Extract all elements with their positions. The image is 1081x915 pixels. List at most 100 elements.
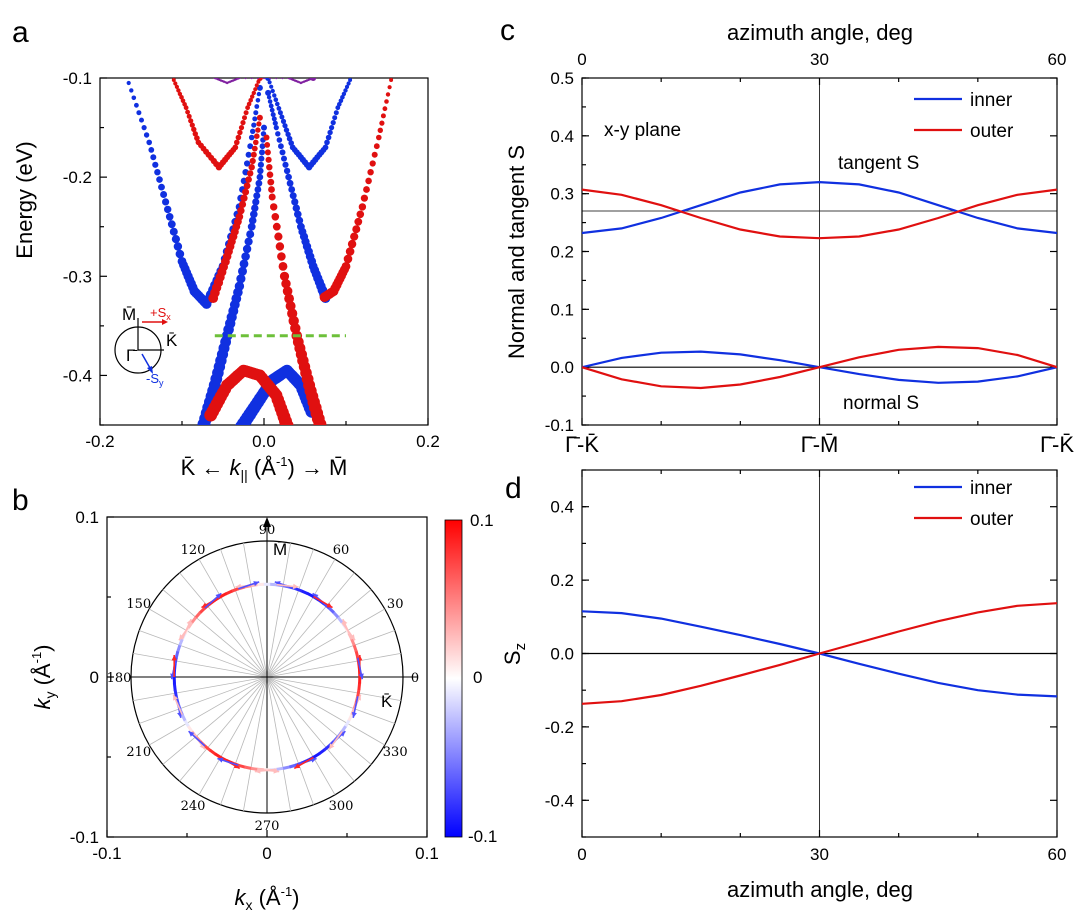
band-point-s4: [244, 237, 253, 246]
colorbar-max: 0.1: [470, 511, 494, 530]
band-point-s6: [240, 120, 246, 126]
spin-arrowhead: [294, 763, 301, 769]
band-point-s1: [247, 143, 254, 150]
band-point-s4: [247, 222, 256, 231]
band-point-s0: [146, 139, 152, 146]
panel-b-xlabel: kx (Å-1): [234, 884, 299, 913]
polar-spoke: [266, 676, 385, 746]
band-point-s6: [173, 81, 178, 86]
inset-sy-arrowhead: [147, 366, 153, 374]
band-point-s2: [325, 134, 332, 141]
spin-arrowhead: [233, 763, 240, 769]
band-point-s11: [275, 78, 278, 80]
panel-d-chart: 0.4 0.2 0.0 -0.2 -0.4 0 30 60 azimuth angle, de…: [500, 469, 1066, 902]
band-point-s2: [286, 135, 293, 142]
band-point-s9: [253, 133, 260, 139]
spin-arrowhead: [179, 634, 185, 641]
contour-segment: [178, 638, 184, 647]
polar-spoke: [220, 676, 268, 805]
band-point-s10: [274, 232, 283, 241]
band-point-s0: [148, 147, 155, 153]
band-point-s10: [268, 193, 276, 201]
band-point-s6: [242, 115, 247, 121]
band-point-s6: [191, 126, 197, 133]
polar-angle-label: 60: [333, 543, 350, 558]
band-point-s2: [335, 105, 341, 111]
polar-spoke: [149, 608, 268, 678]
band-point-s3: [276, 137, 283, 143]
band-point-s2: [283, 127, 290, 133]
band-point-s7: [352, 225, 361, 234]
polar-angle-label: 300: [329, 799, 354, 814]
ytick-label: 0.0: [550, 645, 574, 664]
band-point-s4: [251, 204, 259, 212]
polar-spoke: [266, 676, 291, 811]
band-point-s6: [177, 91, 183, 97]
spin-arrowhead: [358, 673, 364, 680]
polar-angle-label: 120: [181, 543, 206, 558]
band-point-s7: [385, 92, 391, 97]
contour-segment: [183, 719, 191, 728]
band-point-s6: [234, 139, 240, 146]
band-point-s1: [252, 116, 258, 122]
ytick-label: 0.3: [550, 185, 574, 204]
contour-segment: [352, 644, 358, 652]
b-xtick-label: 0: [262, 844, 271, 863]
band-point-s9: [251, 145, 258, 152]
panel-b-m-label: M̄: [273, 540, 287, 559]
band-point-s4: [252, 198, 260, 206]
band-point-s4: [257, 167, 264, 175]
band-point-s6: [176, 88, 181, 93]
ytick-label: 0.4: [550, 498, 574, 517]
band-point-s0: [150, 154, 157, 161]
contour-segment: [174, 651, 180, 659]
band-point-s10: [264, 142, 271, 148]
a-ytick-label: -0.3: [63, 267, 92, 286]
inset-k-label: K̄: [166, 331, 178, 350]
c-xtick-top-label: 60: [1048, 50, 1067, 69]
polar-angle-label: 150: [126, 597, 151, 612]
band-point-s3: [270, 112, 276, 118]
band-point-s9: [235, 213, 244, 221]
panel-label-b: b: [12, 484, 29, 517]
contour-segment: [190, 616, 198, 625]
band-point-s1: [254, 104, 260, 109]
band-point-s9: [249, 157, 256, 165]
panel-b-contour: [170, 581, 364, 774]
band-point-s6: [171, 78, 176, 82]
band-point-s2: [344, 84, 350, 89]
band-point-s4: [241, 252, 250, 261]
panel-b-chart: 0 30 60 90 120 150 180 210 240 270 300 330 -0.1 0 0.1…: [29, 508, 497, 913]
band-point-s6: [194, 135, 200, 141]
c-xtick-bottom-label: Γ̄-M̄: [801, 432, 839, 457]
inset-sx-label: +Sx: [150, 305, 171, 322]
polar-angle-label: 90: [259, 523, 276, 538]
contour-segment: [172, 683, 177, 691]
spin-arrowhead: [188, 731, 195, 737]
polar-spoke: [266, 676, 372, 765]
band-point-s4: [255, 179, 263, 187]
ytick-label: 0.1: [550, 300, 574, 319]
band-point-s9: [240, 194, 248, 202]
band-point-s4: [258, 155, 265, 162]
contour-segment: [173, 689, 178, 698]
band-point-s4: [234, 281, 245, 291]
band-point-s2: [324, 139, 330, 146]
band-point-s3: [297, 222, 305, 231]
b-xtick-label: 0.1: [415, 844, 439, 863]
spin-arrowhead: [351, 712, 357, 718]
band-point-s9: [237, 206, 245, 215]
band-point-s10: [263, 134, 270, 141]
band-point-s10: [279, 271, 290, 281]
panel-c-lines: [582, 78, 1057, 425]
band-point-s2: [270, 88, 275, 94]
polar-spoke: [266, 589, 372, 678]
band-point-s3: [286, 179, 294, 187]
contour-segment: [176, 644, 182, 653]
band-point-s3: [278, 143, 284, 150]
band-point-s6: [192, 131, 198, 137]
band-point-s6: [183, 105, 189, 111]
band-point-s3: [292, 204, 300, 212]
polar-angle-label: 330: [383, 745, 408, 760]
